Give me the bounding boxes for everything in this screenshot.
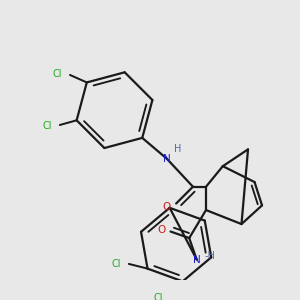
Text: N: N <box>193 254 201 265</box>
Text: H: H <box>174 144 182 154</box>
Text: Cl: Cl <box>52 69 62 79</box>
Text: O: O <box>163 202 171 212</box>
Text: Cl: Cl <box>111 259 121 269</box>
Text: N: N <box>163 154 171 164</box>
Text: Cl: Cl <box>154 293 163 300</box>
Text: -H: -H <box>204 251 215 261</box>
Text: Cl: Cl <box>42 121 52 131</box>
Text: O: O <box>157 225 165 235</box>
